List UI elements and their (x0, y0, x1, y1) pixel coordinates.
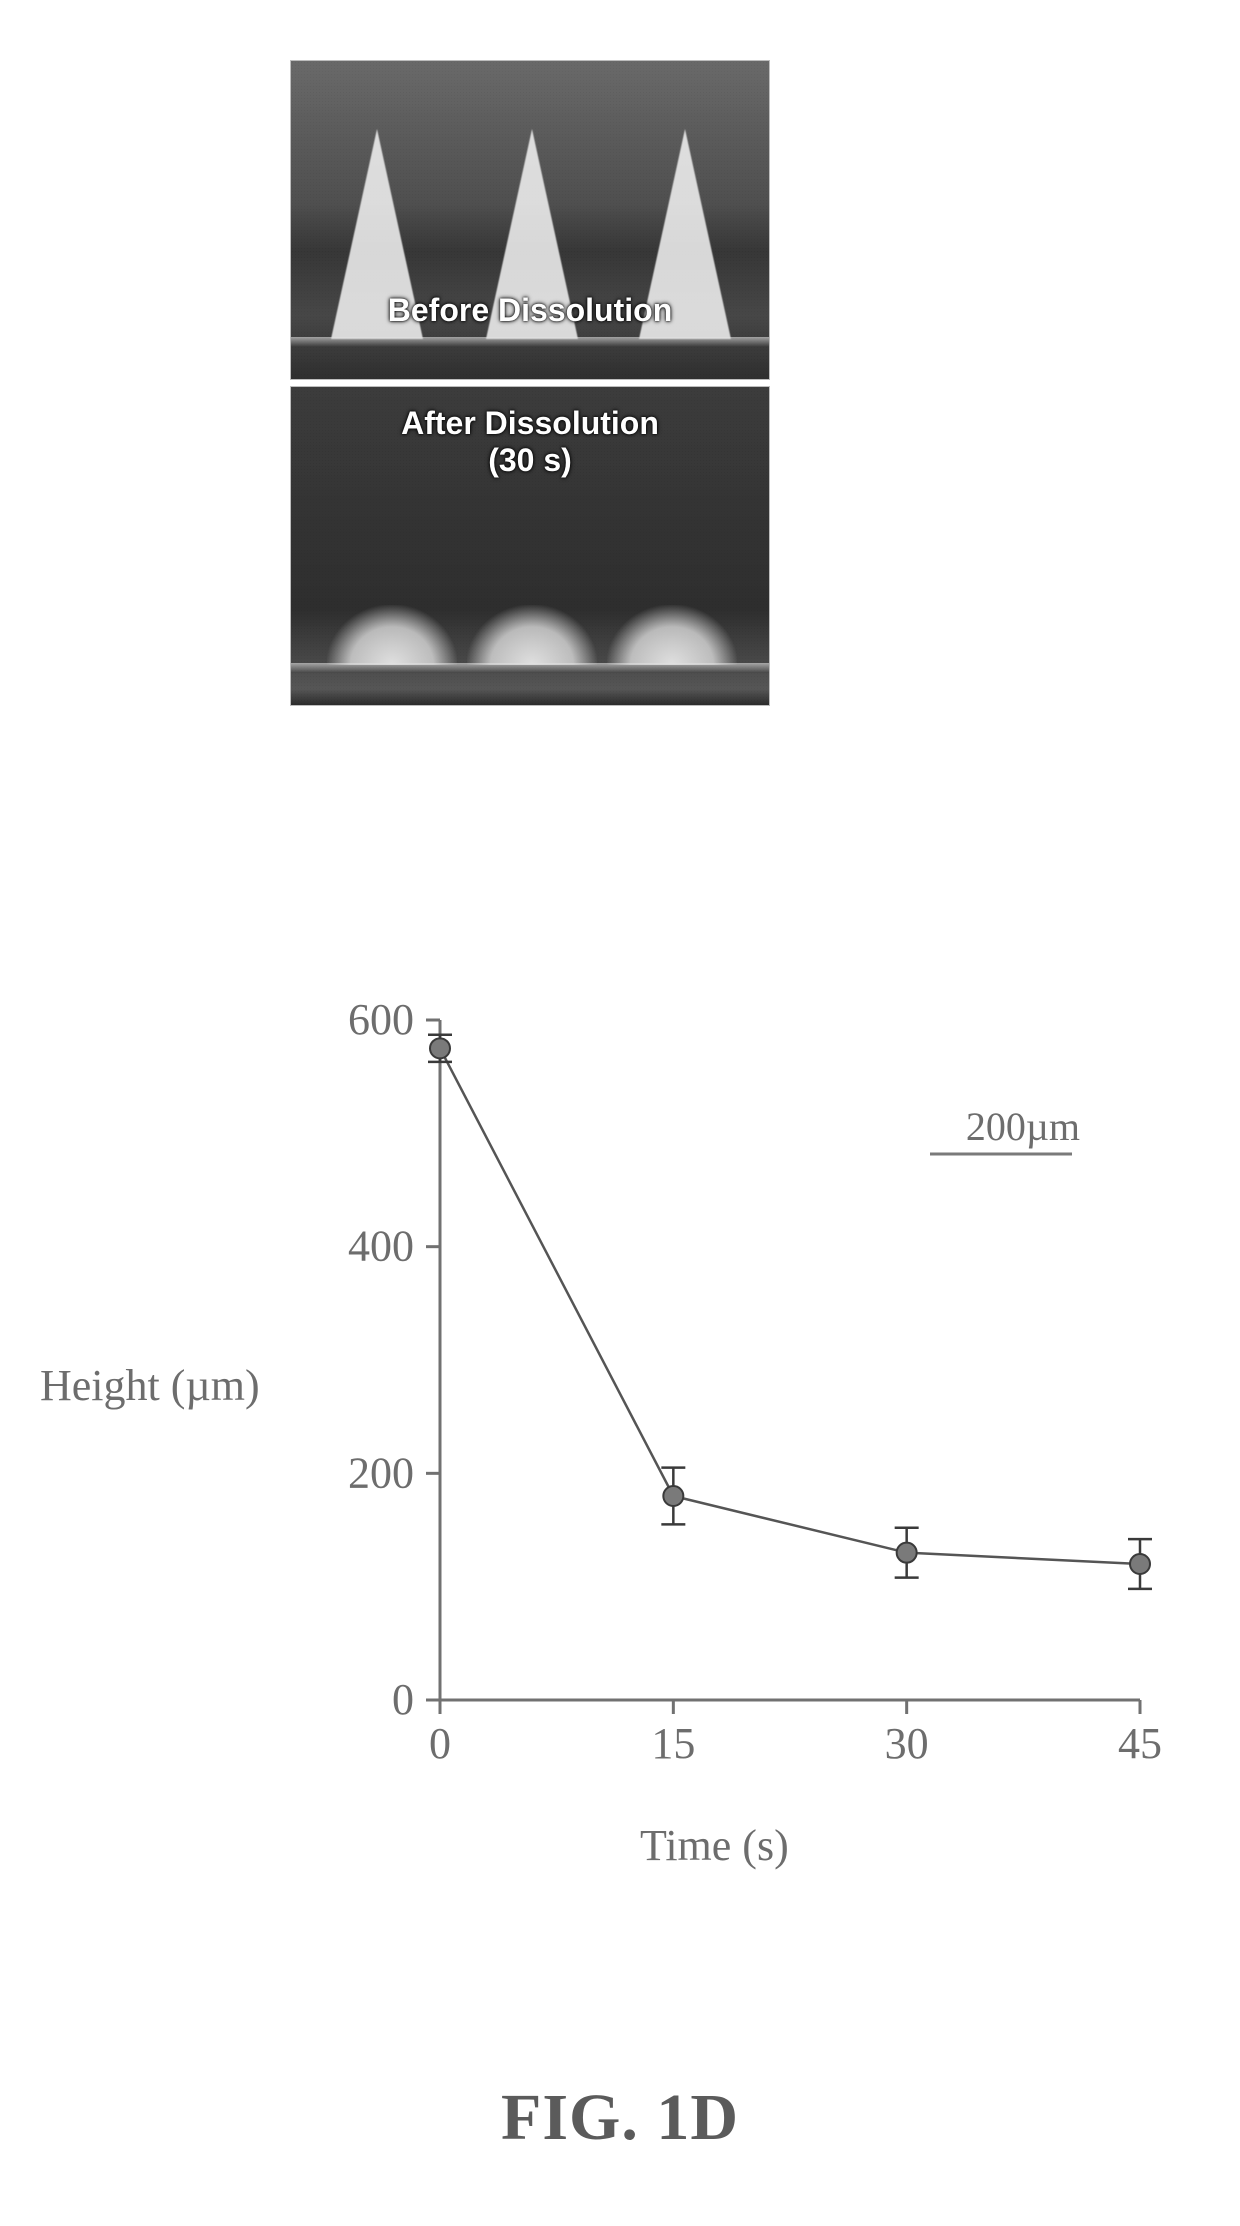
svg-text:200: 200 (348, 1448, 414, 1497)
photo-before-caption: Before Dissolution (388, 292, 672, 329)
svg-text:0: 0 (429, 1719, 451, 1768)
photo-after-caption-line2: (30 s) (401, 442, 659, 479)
svg-text:30: 30 (885, 1719, 929, 1768)
chart-ylabel: Height (µm) (40, 1360, 260, 1411)
svg-text:200µm: 200µm (966, 1104, 1080, 1149)
dissolution-chart: Height (µm) 0 200 400 600 0 15 30 45 200µm Time … (40, 1000, 1180, 1870)
dissolved-mound (467, 605, 597, 665)
svg-text:45: 45 (1118, 1719, 1162, 1768)
photo-baseline (291, 337, 769, 347)
svg-text:15: 15 (651, 1719, 695, 1768)
photo-baseline (291, 663, 769, 673)
svg-text:0: 0 (392, 1675, 414, 1724)
figure-caption: FIG. 1D (501, 2080, 739, 2156)
dissolved-mound (607, 605, 737, 665)
chart-svg: 0 200 400 600 0 15 30 45 200µm (320, 1000, 1180, 1820)
photo-before: Before Dissolution (290, 60, 770, 380)
photo-after: After Dissolution (30 s) (290, 386, 770, 706)
svg-text:600: 600 (348, 1000, 414, 1044)
photo-after-caption: After Dissolution (30 s) (401, 405, 659, 479)
photo-after-caption-line1: After Dissolution (401, 405, 659, 441)
dissolved-mound (327, 605, 457, 665)
photo-stack: Before Dissolution After Dissolution (30… (290, 60, 770, 706)
chart-xlabel: Time (s) (640, 1820, 789, 1871)
svg-text:400: 400 (348, 1222, 414, 1271)
